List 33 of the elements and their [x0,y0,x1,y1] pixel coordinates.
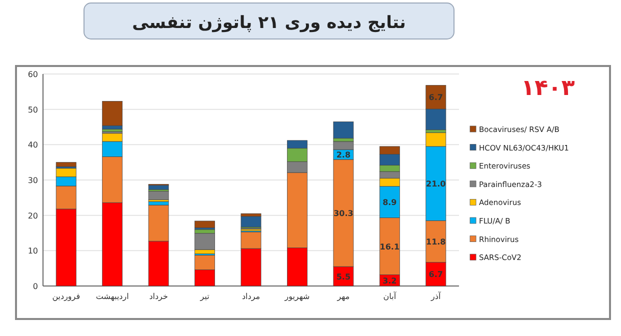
x-tick-label: مرداد [242,292,260,301]
chart-title: نتایج دیده وری ۲۱ پاتوژن تنفسی [132,13,406,33]
x-tick-label: شهریور [284,292,310,301]
data-label: 5.5 [336,272,351,282]
data-label: 2.8 [336,150,351,160]
bar [194,220,215,228]
x-tick-label: اردیبهشت [96,292,129,301]
data-label: 30.3 [334,209,354,218]
y-tick-label: 50 [28,105,38,114]
y-tick-label: 30 [28,176,38,185]
x-tick-label: تیر [199,292,210,301]
x-tick-label: آبان [383,291,397,301]
bar [102,101,123,126]
data-label: 6.7 [428,93,443,102]
y-tick-label: 20 [28,211,38,220]
data-label: 3.2 [382,276,397,286]
x-tick-label: آذر [430,291,442,301]
bar [333,122,354,139]
data-label: 16.1 [380,242,400,252]
x-tick-label: مهر [336,292,350,301]
y-tick-label: 40 [28,140,38,150]
y-tick-label: 0 [32,282,38,291]
x-tick-label: فروردین [52,292,80,301]
data-label: 8.9 [382,198,398,208]
y-tick-label: 10 [28,246,38,256]
data-label: 6.7 [428,270,443,280]
bar [194,233,215,250]
y-tick-label: 60 [28,70,38,79]
data-label: 11.8 [426,237,446,246]
x-tick-label: خرداد [149,292,168,301]
text: ۱۴۰۳ [521,76,576,101]
data-label: 21.0 [426,180,446,189]
bar [240,216,262,228]
